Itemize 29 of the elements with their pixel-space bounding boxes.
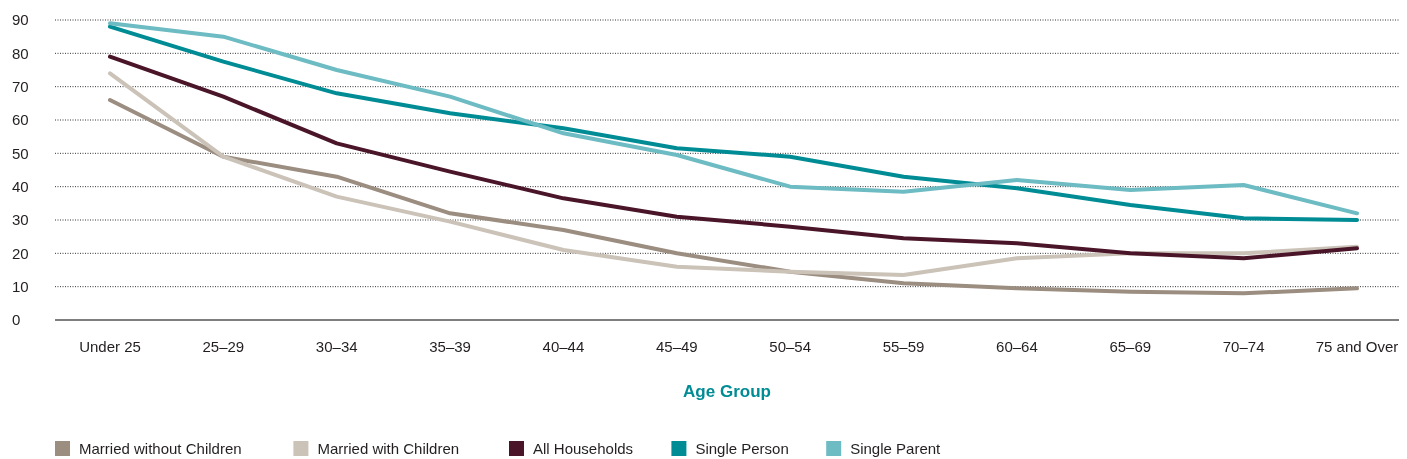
- x-tick-label: 30–34: [315, 338, 358, 355]
- y-tick-label: 50: [12, 144, 29, 162]
- x-tick-label: 55–59: [882, 338, 925, 355]
- x-tick-label: 65–69: [1109, 338, 1152, 355]
- x-tick-label: Under 25: [79, 338, 141, 355]
- y-tick-label: 10: [12, 277, 29, 295]
- x-tick-label: 50–54: [769, 338, 812, 355]
- legend-label: All Households: [533, 440, 634, 458]
- legend-label: Married with Children: [317, 440, 460, 458]
- y-tick-label: 80: [12, 44, 29, 62]
- legend-label: Married without Children: [79, 440, 242, 458]
- y-tick-label: 0: [12, 311, 21, 329]
- y-tick-label: 70: [12, 77, 29, 95]
- x-tick-label: 25–29: [202, 338, 245, 355]
- y-tick-label: 40: [12, 177, 29, 195]
- y-tick-label: 60: [12, 111, 29, 129]
- x-tick-label: 75 and Over: [1315, 338, 1399, 355]
- x-tick-label: 45–49: [655, 338, 698, 355]
- legend-label: Single Person: [695, 440, 789, 458]
- legend-label: Single Parent: [850, 440, 942, 458]
- y-tick-label: 30: [12, 211, 29, 229]
- x-tick-label: 60–64: [996, 338, 1038, 355]
- x-tick-label: 35–39: [429, 338, 471, 355]
- x-tick-label: 70–74: [1222, 338, 1265, 355]
- x-tick-label: 40–44: [542, 338, 585, 355]
- x-axis-title: Age Group: [683, 382, 771, 401]
- y-tick-label: 20: [12, 244, 29, 262]
- line-series: [108, 98, 1359, 296]
- y-tick-label: 90: [12, 11, 29, 29]
